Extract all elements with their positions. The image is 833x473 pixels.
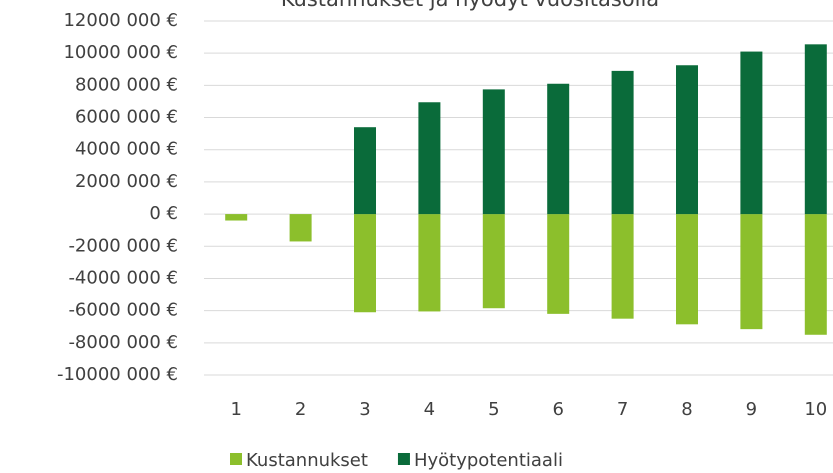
bar	[354, 214, 376, 313]
x-tick-label: 9	[746, 399, 757, 420]
bar	[676, 214, 698, 325]
x-tick-label: 1	[230, 399, 241, 420]
y-tick-label: 0 €	[149, 203, 178, 224]
bar	[547, 214, 570, 314]
y-tick-label: 8000 000 €	[75, 74, 178, 95]
bar	[740, 214, 763, 330]
y-tick-label: 6000 000 €	[75, 107, 178, 128]
x-tick-label: 5	[488, 399, 499, 420]
bar	[482, 89, 505, 215]
legend-swatch	[397, 453, 410, 465]
legend-swatch	[230, 453, 242, 465]
bar	[547, 83, 570, 215]
x-tick-label: 4	[424, 399, 435, 420]
chart-title: Kustannukset ja hyödyt vuositasolla	[281, 0, 659, 11]
legend-label: Kustannukset	[246, 450, 368, 471]
y-tick-label: 10000 000 €	[63, 42, 178, 63]
y-tick-label: -10000 000 €	[57, 364, 178, 385]
legend-label: Hyötypotentiaali	[414, 450, 563, 471]
y-tick-label: -8000 000 €	[68, 332, 178, 353]
bar	[354, 127, 376, 215]
bar	[225, 214, 248, 221]
x-tick-label: 7	[617, 399, 628, 420]
bar	[418, 102, 441, 215]
bar	[611, 214, 634, 319]
bar	[676, 65, 698, 215]
y-tick-label: 2000 000 €	[75, 171, 178, 192]
x-tick-label: 2	[295, 399, 306, 420]
y-tick-label: 4000 000 €	[75, 139, 178, 160]
bar	[611, 70, 634, 215]
bar	[804, 44, 827, 215]
bar	[804, 214, 827, 335]
bar	[740, 51, 763, 215]
y-tick-label: -2000 000 €	[68, 235, 178, 256]
bar	[418, 214, 441, 312]
x-tick-label: 10	[804, 399, 827, 420]
bar	[289, 214, 312, 242]
x-tick-label: 8	[681, 399, 692, 420]
bar	[482, 214, 505, 309]
x-tick-label: 6	[552, 399, 563, 420]
y-tick-label: 12000 000 €	[63, 10, 178, 31]
y-tick-label: -4000 000 €	[68, 267, 178, 288]
x-tick-label: 3	[359, 399, 370, 420]
y-tick-label: -6000 000 €	[68, 300, 178, 321]
